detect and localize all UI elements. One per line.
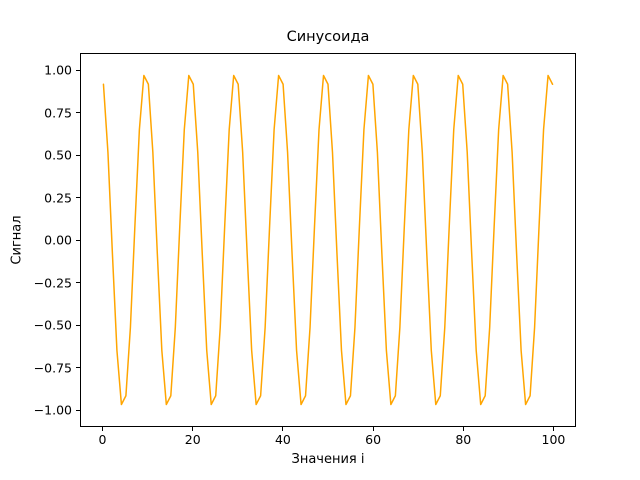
x-tick-label: 100 <box>541 432 566 447</box>
y-tick-label: −0.50 <box>33 317 72 333</box>
y-tick-mark <box>76 197 80 198</box>
x-tick-mark <box>102 427 104 431</box>
plot-canvas <box>102 74 554 406</box>
x-tick-label: 0 <box>98 432 107 447</box>
x-tick-mark <box>282 427 284 431</box>
x-tick-label: 80 <box>455 432 472 447</box>
y-tick-mark <box>76 239 80 241</box>
y-tick-label: 0.50 <box>44 147 72 163</box>
y-tick-label: 0.00 <box>44 232 72 248</box>
y-tick-mark <box>76 112 80 113</box>
y-tick-label: −1.00 <box>33 402 72 418</box>
y-tick-label: −0.25 <box>33 275 72 290</box>
sine-line <box>102 74 554 406</box>
x-tick-mark <box>372 427 374 431</box>
x-tick-mark <box>462 427 464 431</box>
x-axis-label: Значения i <box>291 452 365 467</box>
y-axis-label: Сигнал <box>9 215 25 265</box>
x-tick-label: 60 <box>365 432 382 447</box>
x-tick-label: 20 <box>184 432 201 447</box>
y-tick-mark <box>76 154 80 156</box>
y-tick-label: 1.00 <box>44 62 72 78</box>
y-tick-mark <box>76 367 80 368</box>
x-tick-label: 40 <box>274 432 291 447</box>
plot-area <box>80 53 576 427</box>
y-tick-mark <box>76 69 80 71</box>
x-tick-mark <box>552 427 554 431</box>
y-tick-label: 0.25 <box>44 190 72 205</box>
y-tick-label: 0.75 <box>44 105 72 120</box>
y-tick-mark <box>76 282 80 283</box>
plot-title: Синусоида <box>286 29 370 45</box>
x-tick-mark <box>192 427 194 431</box>
y-tick-mark <box>76 324 80 326</box>
y-tick-mark <box>76 409 80 411</box>
y-tick-label: −0.75 <box>33 360 72 375</box>
